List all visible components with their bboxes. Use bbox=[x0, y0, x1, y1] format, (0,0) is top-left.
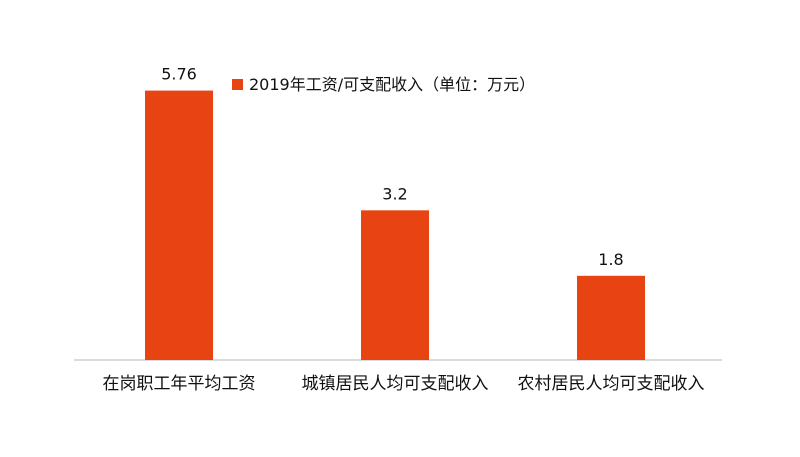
legend: 2019年工资/可支配收入（单位：万元） bbox=[232, 75, 535, 94]
bar-2 bbox=[577, 275, 645, 360]
bar-1 bbox=[361, 210, 429, 360]
legend-swatch bbox=[232, 79, 243, 90]
category-labels-group: 在岗职工年平均工资 城镇居民人均可支配收入 农村居民人均可支配收入 bbox=[103, 374, 705, 394]
bars-group bbox=[145, 90, 645, 361]
data-label-2: 1.8 bbox=[598, 250, 623, 269]
data-labels-group: 5.76 3.2 1.8 bbox=[161, 65, 624, 269]
data-label-0: 5.76 bbox=[161, 65, 197, 84]
legend-label: 2019年工资/可支配收入（单位：万元） bbox=[249, 75, 535, 94]
category-label-2: 农村居民人均可支配收入 bbox=[518, 374, 705, 394]
category-label-1: 城镇居民人均可支配收入 bbox=[302, 374, 489, 394]
category-label-0: 在岗职工年平均工资 bbox=[103, 374, 256, 394]
data-label-1: 3.2 bbox=[382, 184, 407, 203]
bar-0 bbox=[145, 90, 213, 361]
